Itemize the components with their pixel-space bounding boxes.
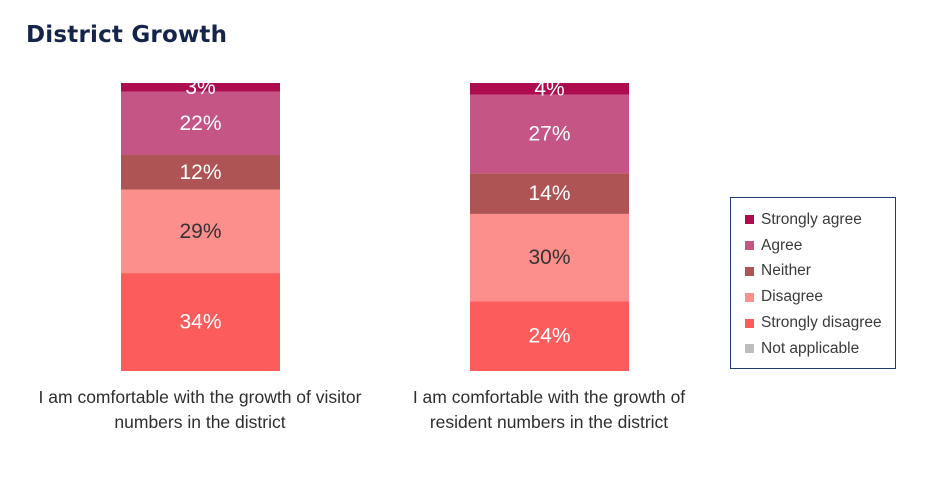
bar-segment-strongly-disagree (121, 273, 280, 371)
bar-segment-neither (470, 173, 629, 214)
bar-segment-strongly-disagree (470, 301, 629, 371)
bar-segment-neither (121, 155, 280, 190)
category-label-line: numbers in the district (114, 412, 286, 432)
legend: Strongly agree Agree Neither Disagree Strong… (730, 197, 896, 369)
legend-swatch (745, 292, 754, 302)
legend-item-strongly-agree: Strongly agree (745, 207, 895, 233)
data-label-neither: 14% (528, 182, 570, 205)
data-label-strongly-disagree: 24% (528, 325, 570, 348)
legend-swatch (745, 318, 754, 328)
bar-segment-strongly-agree (121, 83, 280, 92)
category-label-residents: I am comfortable with the growth of resi… (359, 385, 739, 435)
data-label-strongly-agree: 3% (185, 76, 215, 99)
bar-segment-disagree (470, 213, 629, 302)
data-label-agree: 27% (528, 122, 570, 145)
bar-segment-disagree (121, 189, 280, 274)
legend-label: Not applicable (761, 339, 860, 357)
legend-item-agree: Agree (745, 233, 895, 259)
bar-segment-strongly-agree (470, 83, 629, 95)
data-label-neither: 12% (179, 161, 221, 184)
category-label-line: I am comfortable with the growth of (412, 387, 686, 407)
bar-segment-agree (121, 91, 280, 155)
legend-item-strongly-disagree: Strongly disagree (745, 310, 895, 336)
data-label-strongly-agree: 4% (534, 77, 564, 100)
legend-label: Strongly agree (761, 210, 862, 228)
bar-segment-agree (470, 94, 629, 174)
legend-swatch (745, 241, 754, 251)
data-label-strongly-disagree: 34% (179, 311, 221, 334)
data-label-disagree: 30% (528, 246, 570, 269)
data-label-agree: 22% (179, 112, 221, 135)
category-label-line: I am comfortable with the growth of visi… (38, 387, 362, 407)
legend-item-not-applicable: Not applicable (745, 336, 895, 362)
legend-label: Agree (761, 236, 803, 254)
legend-item-disagree: Disagree (745, 284, 895, 310)
legend-swatch (745, 266, 754, 276)
legend-label: Disagree (761, 288, 824, 306)
legend-swatch (745, 215, 754, 225)
legend-swatch (745, 344, 754, 354)
data-label-disagree: 29% (179, 220, 221, 243)
category-label-line: resident numbers in the district (429, 412, 669, 432)
chart-title: District Growth (26, 22, 228, 48)
legend-item-neither: Neither (745, 259, 895, 285)
legend-label: Neither (761, 262, 811, 280)
legend-label: Strongly disagree (761, 314, 882, 332)
category-label-visitors: I am comfortable with the growth of visi… (10, 385, 390, 435)
